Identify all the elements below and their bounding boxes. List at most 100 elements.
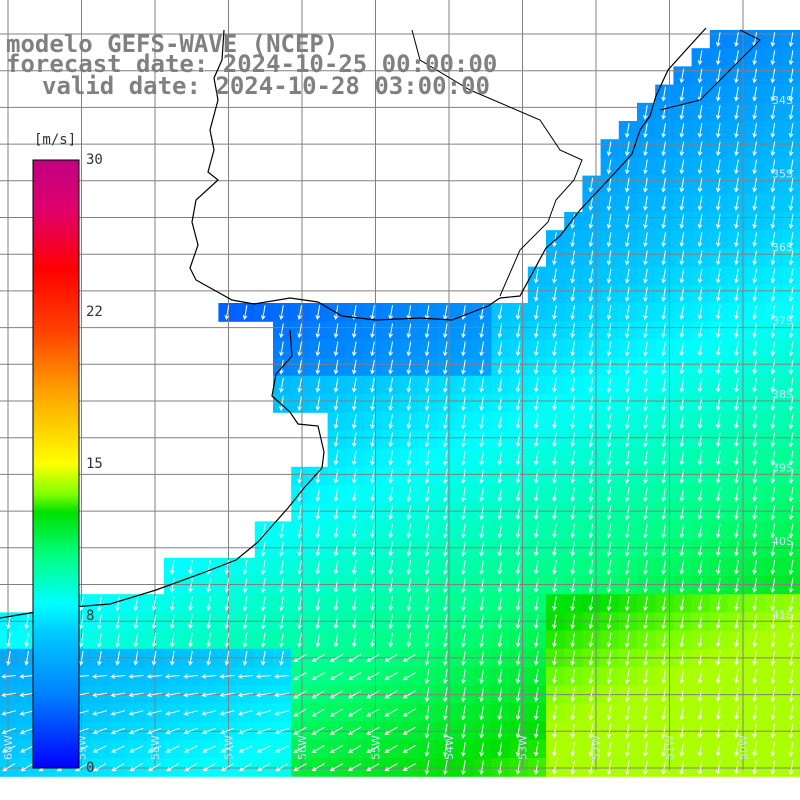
wind-arrow <box>370 596 375 612</box>
wind-arrow <box>697 523 703 539</box>
wind-arrow <box>424 377 430 393</box>
wind-arrow <box>242 614 248 630</box>
wind-arrow <box>274 710 290 716</box>
wind-arrow <box>297 468 302 484</box>
wind-arrow <box>788 741 794 757</box>
wind-arrow <box>78 632 84 648</box>
wind-arrow <box>788 104 794 120</box>
wind-arrow <box>715 323 721 339</box>
wind-arrow <box>752 523 757 539</box>
wind-arrow <box>351 523 357 539</box>
wind-arrow <box>570 323 575 339</box>
wind-arrow <box>297 632 302 648</box>
wind-arrow <box>715 341 721 357</box>
wind-arrow <box>679 268 685 284</box>
wind-arrow <box>679 86 685 102</box>
wind-arrow <box>219 674 235 679</box>
wind-arrow <box>752 177 757 193</box>
wind-arrow <box>734 177 739 193</box>
wind-arrow <box>183 692 199 698</box>
wind-arrow <box>237 692 253 698</box>
wind-arrow <box>770 650 776 666</box>
wind-arrow <box>479 760 484 776</box>
wind-arrow <box>442 760 448 776</box>
wind-arrow <box>515 705 521 721</box>
wind-arrow <box>533 450 539 466</box>
lat-label: 34S <box>772 94 793 107</box>
wind-arrow <box>752 687 757 703</box>
wind-arrow <box>533 268 539 284</box>
wind-arrow <box>515 432 521 448</box>
wind-arrow <box>606 359 612 375</box>
wind-arrow <box>479 723 484 739</box>
wind-arrow <box>752 232 757 248</box>
wind-arrow <box>734 723 739 739</box>
wind-arrow <box>624 505 630 521</box>
wind-arrow <box>661 650 666 666</box>
wind-arrow <box>97 650 102 666</box>
wind-arrow <box>570 614 575 630</box>
wind-arrow <box>770 760 776 776</box>
wind-arrow <box>366 763 380 772</box>
wind-arrow <box>147 745 162 753</box>
wind-arrow <box>384 726 398 735</box>
wind-arrow <box>788 578 794 594</box>
wind-arrow <box>461 505 466 521</box>
wind-arrow <box>643 177 648 193</box>
wind-arrow <box>219 710 235 716</box>
wind-arrow <box>697 396 703 412</box>
wind-arrow <box>552 232 557 248</box>
wind-arrow <box>133 650 139 666</box>
wind-arrow <box>311 672 325 681</box>
wind-arrow <box>679 341 685 357</box>
wind-arrow <box>715 596 721 612</box>
wind-arrow <box>770 596 776 612</box>
wind-arrow <box>351 614 357 630</box>
wind-arrow <box>606 177 612 193</box>
wind-arrow <box>479 414 484 430</box>
wind-arrow <box>188 614 193 630</box>
wind-arrow <box>461 359 466 375</box>
wind-arrow <box>715 723 721 739</box>
wind-arrow <box>97 632 102 648</box>
wind-arrow <box>679 523 685 539</box>
wind-arrow <box>260 559 266 575</box>
wind-arrow <box>715 505 721 521</box>
wind-arrow <box>315 396 321 412</box>
wind-arrow <box>734 195 739 211</box>
wind-arrow <box>715 286 721 302</box>
wind-arrow <box>406 450 412 466</box>
wind-arrow <box>679 687 685 703</box>
wind-arrow <box>570 559 575 575</box>
wind-arrow <box>384 763 398 772</box>
wind-arrow <box>406 377 412 393</box>
wind-arrow <box>752 341 757 357</box>
wind-arrow <box>370 523 375 539</box>
wind-arrow <box>219 727 235 735</box>
wind-arrow <box>220 745 235 753</box>
wind-arrow <box>552 650 557 666</box>
wind-arrow <box>679 123 685 139</box>
wind-arrow <box>606 450 612 466</box>
wind-arrow <box>533 723 539 739</box>
wind-arrow <box>661 505 666 521</box>
wind-arrow <box>424 741 430 757</box>
wind-arrow <box>552 432 557 448</box>
wind-arrow <box>606 632 612 648</box>
wind-arrow <box>624 305 630 321</box>
wind-arrow <box>424 450 430 466</box>
wind-arrow <box>752 141 757 157</box>
wind-arrow <box>366 726 380 735</box>
wind-arrow <box>606 578 612 594</box>
wind-arrow <box>351 359 357 375</box>
wind-arrow <box>479 432 484 448</box>
wind-arrow <box>679 195 685 211</box>
wind-arrow <box>424 541 430 557</box>
wind-arrow <box>643 141 648 157</box>
wind-arrow <box>406 505 412 521</box>
wind-arrow <box>351 305 357 321</box>
wind-arrow <box>279 614 284 630</box>
wind-arrow <box>351 432 357 448</box>
wind-arrow <box>315 359 321 375</box>
